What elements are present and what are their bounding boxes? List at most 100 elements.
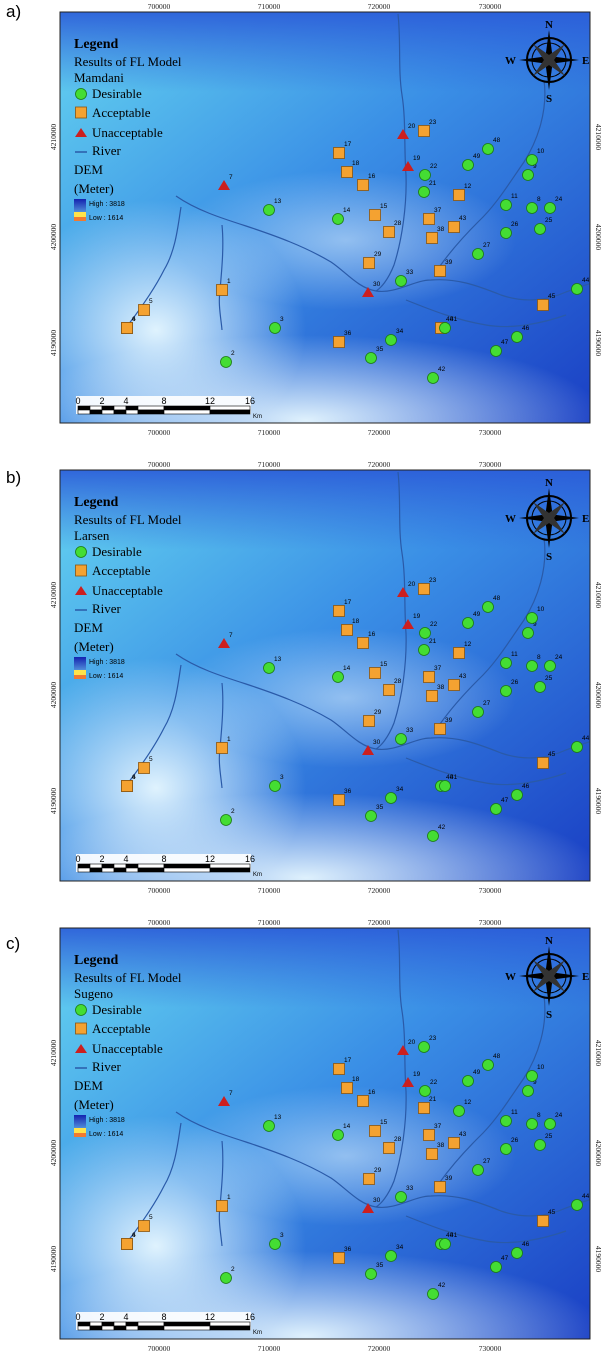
acceptable-marker	[383, 684, 395, 696]
point-label-45: 45	[548, 293, 556, 300]
north-arrow-icon: N S E W	[505, 477, 589, 563]
acceptable-marker	[537, 299, 549, 311]
acceptable-marker	[418, 583, 430, 595]
scale-seg-top-6	[163, 863, 211, 869]
compass-e: E	[582, 971, 589, 983]
scale-seg-top-3	[113, 1321, 127, 1327]
easting-tick-top-700000: 700000	[148, 460, 171, 469]
point-label-27: 27	[483, 242, 491, 249]
acceptable-marker	[537, 757, 549, 769]
scale-seg-bot-4	[125, 1325, 139, 1331]
desirable-marker	[462, 159, 474, 171]
legend-title: Legend	[74, 495, 119, 510]
desirable-marker	[462, 617, 474, 629]
point-label-37: 37	[434, 665, 442, 672]
northing-tick-left-4190000: 4190000	[49, 788, 58, 815]
point-label-36: 36	[344, 330, 352, 337]
panel-c-label: c)	[6, 934, 21, 953]
easting-tick-top-730000: 730000	[479, 918, 502, 927]
point-24: 24	[544, 1112, 563, 1130]
point-label-26: 26	[511, 1137, 519, 1144]
point-label-42: 42	[438, 1282, 446, 1289]
scale-seg-top-0	[77, 863, 91, 869]
northing-tick-left-4210000: 4210000	[49, 124, 58, 151]
scale-seg-bot-7	[209, 867, 251, 873]
point-label-19: 19	[413, 155, 421, 162]
desirable-marker	[427, 830, 439, 842]
unacceptable-marker	[402, 619, 414, 629]
point-label-6: 6	[132, 774, 136, 781]
point-11: 11	[500, 651, 518, 669]
point-label-26: 26	[511, 221, 519, 228]
acceptable-marker	[369, 667, 381, 679]
acceptable-marker	[333, 147, 345, 159]
river-line-1	[175, 1111, 590, 1217]
easting-tick-bottom-700000: 700000	[148, 1344, 171, 1353]
point-29: 29	[363, 709, 382, 727]
scale-seg-top-5	[137, 863, 165, 869]
northing-tick-right-4200000: 4200000	[594, 682, 602, 709]
point-label-29: 29	[374, 1167, 382, 1174]
point-label-13: 13	[274, 1114, 282, 1121]
point-label-21: 21	[429, 1096, 437, 1103]
desirable-marker	[419, 627, 431, 639]
point-49: 49	[462, 1069, 481, 1087]
desirable-marker	[522, 627, 534, 639]
scale-seg-bot-7	[209, 1325, 251, 1331]
point-label-5: 5	[149, 756, 153, 763]
acceptable-marker	[434, 265, 446, 277]
point-45: 45	[537, 293, 556, 311]
point-label-7: 7	[229, 632, 233, 639]
point-label-9: 9	[533, 163, 537, 170]
legend-heading: Results of FL Model	[74, 54, 182, 69]
point-label-16: 16	[368, 631, 376, 638]
desirable-marker	[544, 1118, 556, 1130]
point-41: 41	[439, 1232, 458, 1250]
compass-s: S	[546, 93, 552, 105]
desirable-marker	[365, 352, 377, 364]
point-2: 2	[220, 808, 235, 826]
point-10: 10	[526, 1064, 545, 1082]
point-25: 25	[534, 217, 553, 235]
legend-dem-high: High : 3818	[89, 659, 125, 666]
point-10: 10	[526, 148, 545, 166]
map-frame	[59, 927, 591, 1340]
point-26: 26	[500, 1137, 519, 1155]
desirable-marker	[522, 1085, 534, 1097]
panel-b-label: b)	[6, 468, 22, 487]
point-label-45: 45	[548, 751, 556, 758]
desirable-marker	[526, 1070, 538, 1082]
desirable-marker	[534, 223, 546, 235]
point-label-20: 20	[408, 123, 416, 130]
point-label-44: 44	[582, 1193, 590, 1200]
river-line-5	[439, 537, 546, 725]
scale-seg-bot-0	[77, 867, 91, 873]
point-17: 17	[333, 1057, 352, 1075]
map-frame	[59, 11, 591, 424]
point-42: 42	[427, 1282, 446, 1300]
point-label-46: 46	[522, 783, 530, 790]
legend-acceptable-label: Acceptable	[92, 1021, 151, 1036]
dem-valley	[176, 170, 516, 310]
point-label-41: 41	[450, 774, 458, 781]
desirable-marker	[418, 1041, 430, 1053]
northing-tick-right-4190000: 4190000	[594, 788, 602, 815]
point-8: 8	[526, 1112, 541, 1130]
point-label-25: 25	[545, 217, 553, 224]
unacceptable-marker	[402, 1077, 414, 1087]
point-9: 9	[522, 163, 537, 181]
legend-model-name: Larsen	[74, 528, 110, 543]
desirable-marker	[490, 345, 502, 357]
easting-tick-bottom-730000: 730000	[479, 1344, 502, 1353]
point-label-17: 17	[344, 1057, 352, 1064]
point-10: 10	[526, 606, 545, 624]
point-2: 2	[220, 350, 235, 368]
panel-a-label: a)	[6, 2, 22, 21]
desirable-marker	[439, 322, 451, 334]
point-label-47: 47	[501, 339, 509, 346]
point-37: 37	[423, 207, 442, 225]
point-18: 18	[341, 1076, 360, 1094]
point-19: 19	[402, 613, 421, 629]
legend-acceptable-symbol	[75, 106, 87, 119]
desirable-marker	[571, 741, 583, 753]
